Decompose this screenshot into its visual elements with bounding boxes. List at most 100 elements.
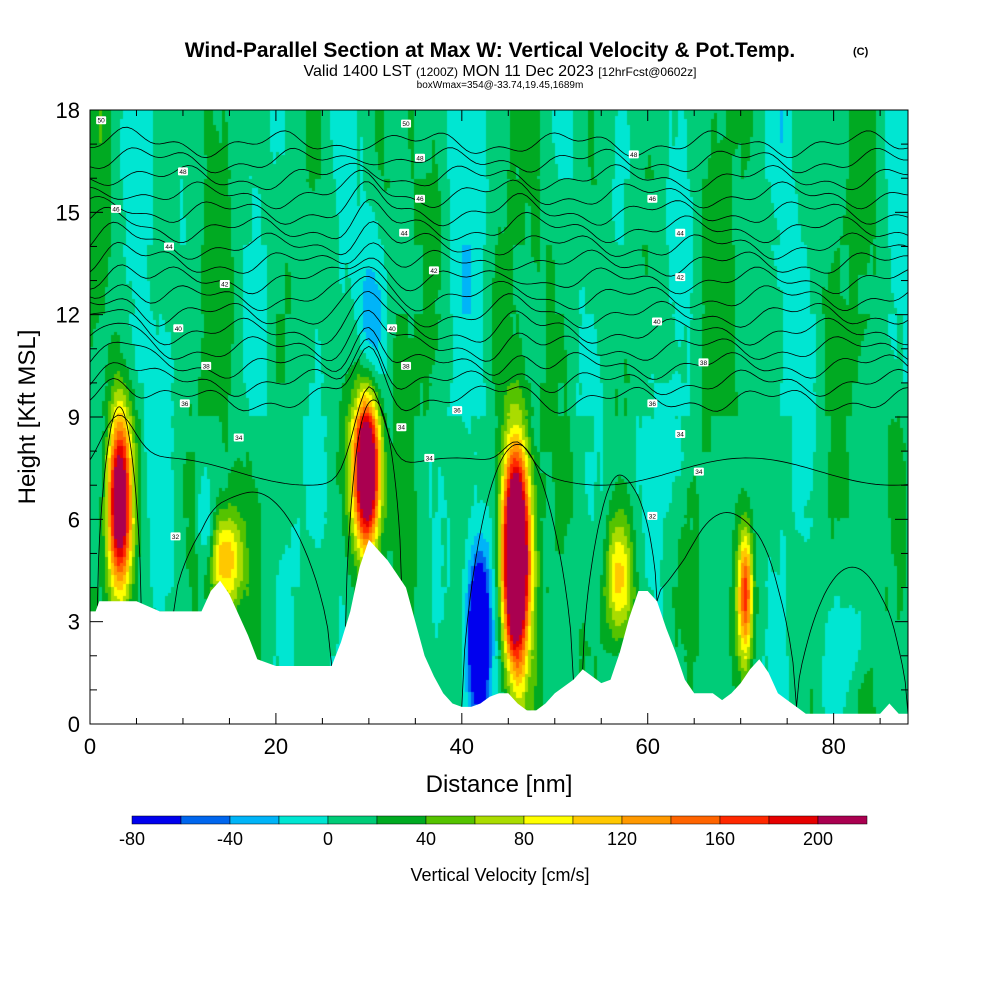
subtitle-z: (1200Z) bbox=[416, 65, 458, 79]
colorbar-swatch bbox=[768, 815, 819, 825]
x-tick-label: 60 bbox=[635, 734, 659, 759]
plot-area: 50 48 46 44 42 40 38 36 34 32 50 48 46 44 42 40 38 36 34 34… bbox=[89, 109, 909, 725]
theta-contour bbox=[89, 198, 909, 244]
theta-label-box bbox=[173, 324, 184, 333]
theta-label-box bbox=[675, 430, 686, 439]
theta-label: 32 bbox=[172, 534, 180, 541]
theta-label-box bbox=[647, 194, 658, 203]
theta-label-box bbox=[647, 399, 658, 408]
colorbar-swatch bbox=[229, 815, 280, 825]
theta-label: 32 bbox=[649, 513, 657, 520]
theta-contour bbox=[97, 406, 142, 607]
y-tick-label: 6 bbox=[68, 507, 80, 532]
colorbar-tick-label: -40 bbox=[217, 829, 243, 849]
theta-label: 50 bbox=[402, 121, 410, 128]
theta-contour bbox=[89, 162, 909, 193]
theta-label: 42 bbox=[677, 275, 685, 282]
theta-contour bbox=[173, 491, 333, 667]
colorbar-tick-label: 0 bbox=[323, 829, 333, 849]
theta-label-box bbox=[675, 273, 686, 282]
theta-label: 48 bbox=[630, 152, 638, 159]
theta-label: 44 bbox=[165, 244, 173, 251]
theta-label-box bbox=[399, 228, 410, 237]
y-tick-label: 9 bbox=[68, 405, 80, 430]
theta-label: 38 bbox=[700, 360, 708, 367]
y-tick-label: 12 bbox=[56, 303, 80, 328]
colorbar-tick-label: 40 bbox=[416, 829, 436, 849]
colorbar-tick-label: 120 bbox=[607, 829, 637, 849]
chart-subtitle-2: boxWmax=354@-33.74,19.45,1689m bbox=[417, 80, 584, 91]
colorbar-swatch bbox=[474, 815, 525, 825]
theta-contour bbox=[89, 169, 909, 210]
y-tick-label: 18 bbox=[56, 98, 80, 123]
theta-label-box bbox=[693, 467, 704, 476]
theta-label: 38 bbox=[203, 363, 211, 370]
colorbar-swatch bbox=[278, 815, 329, 825]
colorbar-tick-label: 200 bbox=[803, 829, 833, 849]
colorbar-swatch bbox=[719, 815, 770, 825]
theta-label-box bbox=[179, 399, 190, 408]
theta-label-box bbox=[401, 119, 412, 128]
theta-label: 50 bbox=[98, 118, 106, 125]
theta-contour bbox=[89, 290, 909, 346]
colorbar-swatch bbox=[670, 815, 721, 825]
theta-label-box bbox=[164, 242, 175, 251]
colorbar: -80 -40 0 40 80 120 160 200 bbox=[119, 815, 868, 849]
theta-label: 36 bbox=[181, 401, 189, 408]
theta-label-box bbox=[96, 116, 107, 125]
theta-label: 34 bbox=[235, 435, 243, 442]
theta-label: 40 bbox=[175, 326, 183, 333]
theta-label: 34 bbox=[677, 432, 685, 439]
terrain-mask bbox=[90, 539, 908, 724]
theta-label-box bbox=[414, 153, 425, 162]
theta-label: 44 bbox=[677, 230, 685, 237]
colorbar-swatch bbox=[180, 815, 231, 825]
x-tick-label: 0 bbox=[84, 734, 96, 759]
chart-title: Wind-Parallel Section at Max W: Vertical… bbox=[185, 39, 796, 62]
theta-contour bbox=[89, 126, 909, 159]
colorbar-swatch bbox=[817, 815, 868, 825]
theta-label-box bbox=[170, 532, 181, 541]
theta-label: 40 bbox=[388, 326, 396, 333]
theta-label: 48 bbox=[416, 155, 424, 162]
theta-label: 44 bbox=[401, 230, 409, 237]
y-axis-label: Height [Kft MSL] bbox=[14, 330, 41, 505]
chart-title-mark: (C) bbox=[853, 46, 869, 58]
x-axis: 0 20 40 60 80 bbox=[84, 110, 881, 759]
theta-contour bbox=[89, 345, 909, 414]
theta-contour bbox=[89, 266, 909, 312]
colorbar-swatch bbox=[621, 815, 672, 825]
colorbar-swatch bbox=[523, 815, 574, 825]
theta-label-box bbox=[698, 358, 709, 367]
theta-label-box bbox=[201, 361, 212, 370]
theta-label: 36 bbox=[454, 408, 462, 415]
colorbar-swatch bbox=[572, 815, 623, 825]
subtitle-date: MON 11 Dec 2023 bbox=[462, 63, 593, 80]
theta-label: 34 bbox=[426, 455, 434, 462]
theta-label: 48 bbox=[179, 169, 187, 176]
theta-contour bbox=[89, 221, 909, 260]
x-tick-label: 20 bbox=[264, 734, 288, 759]
x-axis-label: Distance [nm] bbox=[426, 771, 573, 798]
theta-contour bbox=[345, 399, 402, 627]
theta-label: 34 bbox=[695, 469, 703, 476]
colorbar-swatch bbox=[376, 815, 427, 825]
theta-label-box bbox=[424, 453, 435, 462]
theta-contour bbox=[796, 566, 909, 714]
y-tick-label: 15 bbox=[56, 200, 80, 225]
theta-label-box bbox=[111, 204, 122, 213]
x-tick-label: 80 bbox=[821, 734, 845, 759]
colorbar-swatch bbox=[131, 815, 182, 825]
colorbar-swatch bbox=[327, 815, 378, 825]
theta-contour bbox=[461, 443, 574, 707]
theta-label-box bbox=[414, 194, 425, 203]
theta-label: 38 bbox=[402, 363, 410, 370]
theta-label-box bbox=[233, 433, 244, 442]
theta-contour bbox=[89, 181, 909, 227]
colorbar-tick-label: 160 bbox=[705, 829, 735, 849]
theta-contour bbox=[89, 309, 909, 362]
y-tick-label: 3 bbox=[68, 610, 80, 635]
y-tick-label: 0 bbox=[68, 712, 80, 737]
colorbar-tick-label: -80 bbox=[119, 829, 145, 849]
